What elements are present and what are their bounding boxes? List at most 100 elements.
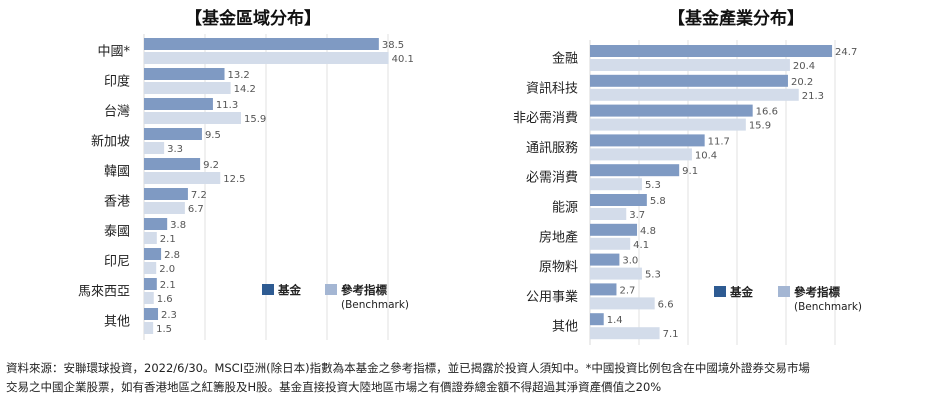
chart1-benchmark-value: 12.5 (223, 174, 245, 185)
chart1-fund-bar (144, 38, 379, 50)
chart1-legend-fund-label: 基金 (277, 283, 301, 297)
chart2-fund-bar (590, 104, 753, 117)
chart1-benchmark-bar (144, 292, 154, 304)
chart2-benchmark-value: 15.9 (749, 121, 771, 132)
chart2-fund-bar (590, 194, 647, 206)
chart2-benchmark-value: 20.4 (793, 61, 815, 72)
chart2-fund-value: 2.7 (619, 285, 635, 296)
chart1-benchmark-bar (144, 82, 231, 94)
chart2-benchmark-bar (590, 327, 660, 340)
chart1-category-label: 印度 (104, 74, 130, 90)
chart2-fund-value: 5.8 (650, 196, 666, 207)
chart1-legend-benchmark-sublabel: (Benchmark) (341, 299, 409, 311)
chart1-benchmark-bar (144, 262, 157, 274)
chart2-legend-benchmark-sublabel: (Benchmark) (794, 301, 862, 313)
chart2-category-label: 公用事業 (526, 289, 578, 305)
chart2-fund-bar (590, 223, 638, 236)
chart1-fund-bar (144, 98, 213, 110)
chart1-legend-fund-swatch (262, 284, 274, 295)
chart1-benchmark-value: 15.9 (244, 114, 266, 125)
chart1-fund-value: 2.1 (160, 280, 176, 291)
chart1-fund-bar (144, 278, 157, 290)
chart2-benchmark-value: 5.3 (645, 270, 661, 281)
chart2-fund-value: 9.1 (682, 166, 698, 177)
chart2-category-label: 其他 (552, 320, 578, 335)
chart1-fund-value: 9.5 (205, 130, 221, 141)
chart2-benchmark-bar (590, 148, 692, 161)
chart2-category-label: 通訊服務 (526, 141, 578, 156)
chart1-category-label: 香港 (104, 195, 130, 210)
chart1-fund-bar (144, 158, 201, 170)
chart1-fund-bar (144, 68, 225, 80)
chart1-title: 【基金區域分布】 (185, 8, 321, 29)
chart1-benchmark-value: 1.5 (156, 324, 172, 335)
chart2-fund-value: 4.8 (640, 226, 656, 237)
chart1-benchmark-bar (144, 52, 389, 64)
chart1-fund-value: 7.2 (191, 190, 207, 201)
chart2-fund-value: 24.7 (835, 47, 857, 58)
chart1-legend-benchmark-label: 參考指標 (341, 283, 387, 297)
chart2-benchmark-bar (590, 178, 642, 191)
chart2-benchmark-value: 6.6 (658, 299, 674, 310)
chart2-category-label: 能源 (552, 201, 578, 216)
chart1-benchmark-value: 40.1 (392, 54, 414, 65)
chart1-category-label: 印尼 (104, 255, 130, 270)
chart1-benchmark-bar (144, 322, 154, 334)
chart2-fund-value: 11.7 (708, 136, 730, 147)
chart2-category-label: 金融 (552, 51, 578, 67)
chart2-benchmark-bar (590, 208, 627, 220)
chart2-benchmark-bar (590, 88, 799, 101)
chart1-category-label: 中國* (97, 45, 130, 60)
chart1-fund-value: 38.5 (382, 40, 404, 51)
chart2-category-label: 房地產 (539, 229, 578, 245)
chart1-category-label: 其他 (104, 315, 130, 330)
chart-stage: 【基金區域分布】中國* 38.5 40.1 印度 13.2 14.2 台灣 11.3 15.9 新… (78, 8, 862, 345)
chart2-category-label: 資訊科技 (526, 81, 578, 96)
chart2-benchmark-value: 5.3 (645, 180, 661, 191)
chart2-legend-benchmark-swatch (778, 286, 790, 297)
chart2-benchmark-bar (590, 297, 655, 310)
chart1-fund-value: 2.3 (161, 310, 177, 321)
chart2-fund-value: 1.4 (607, 315, 623, 326)
chart1-fund-value: 13.2 (228, 70, 250, 81)
chart2-benchmark-bar (590, 59, 790, 71)
chart1-benchmark-value: 1.6 (157, 294, 173, 305)
chart2-title: 【基金產業分布】 (668, 8, 804, 29)
chart2-benchmark-value: 4.1 (633, 240, 649, 251)
chart1-benchmark-value: 2.1 (160, 234, 176, 245)
chart2-fund-bar (590, 74, 788, 87)
chart1-fund-bar (144, 218, 168, 230)
chart2-benchmark-value: 7.1 (663, 329, 679, 340)
chart1-fund-value: 2.8 (164, 250, 180, 261)
chart2-legend-benchmark-label: 參考指標 (794, 285, 840, 299)
chart1-legend-benchmark-swatch (325, 284, 337, 295)
footnote-line-1: 資料來源：安聯環球投資，2022/6/30。MSCI亞洲(除日本)指數為本基金之… (6, 361, 810, 375)
chart1-fund-value: 3.8 (170, 220, 186, 231)
chart1-fund-bar (144, 248, 162, 260)
chart2-fund-bar (590, 45, 833, 57)
footnote: 資料來源：安聯環球投資，2022/6/30。MSCI亞洲(除日本)指數為本基金之… (6, 359, 936, 397)
footnote-line-2: 交易之中國企業股票，如有香港地區之紅籌股及H股。基金直接投資大陸地區市場之有價證… (6, 380, 662, 394)
chart1-benchmark-value: 6.7 (188, 204, 204, 215)
chart2-fund-bar (590, 283, 617, 296)
chart1-fund-bar (144, 188, 188, 200)
chart1-benchmark-value: 14.2 (234, 84, 256, 95)
chart2-fund-bar (590, 313, 604, 326)
chart1-benchmark-value: 2.0 (159, 264, 175, 275)
chart2-benchmark-value: 10.4 (695, 150, 717, 161)
chart1-fund-value: 11.3 (216, 100, 238, 111)
chart2-fund-value: 20.2 (791, 77, 813, 88)
chart2-category-label: 原物料 (539, 260, 578, 275)
chart1-category-label: 馬來西亞 (78, 285, 130, 300)
chart1-benchmark-bar (144, 112, 241, 124)
chart2-benchmark-value: 3.7 (629, 210, 645, 221)
chart1-category-label: 新加坡 (91, 134, 130, 150)
chart2-category-label: 非必需消費 (513, 111, 578, 126)
chart2-fund-value: 3.0 (622, 256, 638, 267)
chart1-benchmark-value: 3.3 (167, 144, 183, 155)
chart1-benchmark-bar (144, 232, 157, 244)
chart2-fund-value: 16.6 (756, 107, 778, 118)
chart2-benchmark-bar (590, 267, 642, 280)
chart2-benchmark-value: 21.3 (802, 91, 824, 102)
chart2-fund-bar (590, 253, 620, 266)
